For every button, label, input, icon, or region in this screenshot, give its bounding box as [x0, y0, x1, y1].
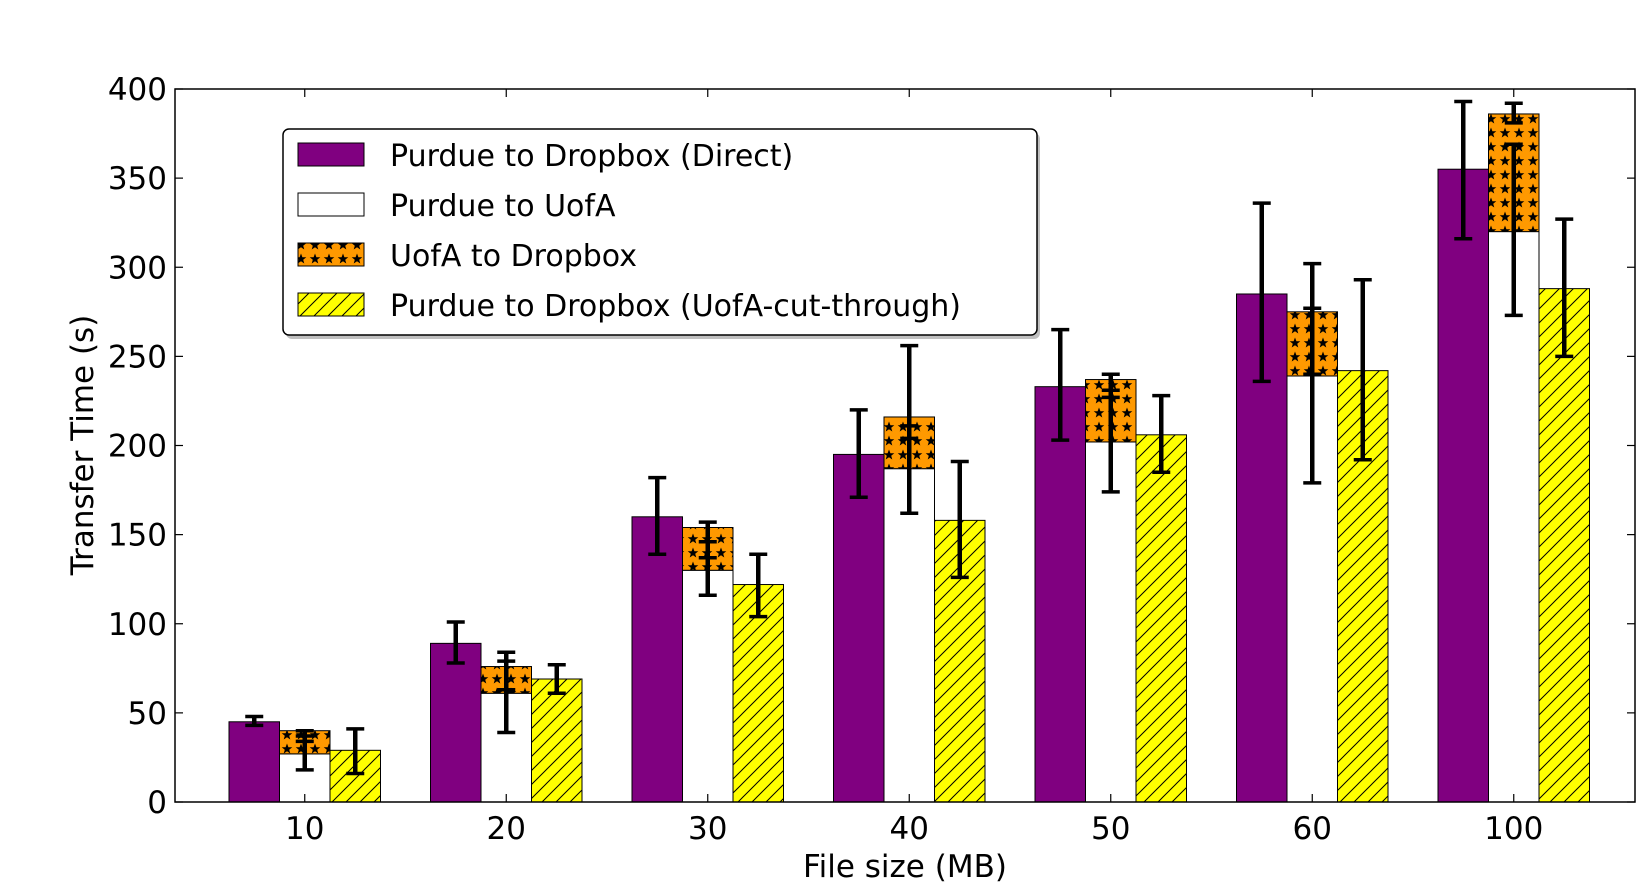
y-tick-label: 100	[108, 607, 167, 643]
errorbar-direct	[245, 714, 264, 728]
x-tick-label: 100	[1484, 811, 1543, 847]
bar-direct	[631, 516, 683, 803]
bar-direct	[228, 721, 280, 803]
errorbar-purdue-uofa	[1504, 142, 1523, 318]
errorbar-cut-through	[1555, 217, 1574, 359]
errorbar-direct	[1051, 327, 1070, 442]
legend: Purdue to Dropbox (Direct) Purdue to Uof…	[282, 128, 1040, 339]
legend-swatch-uofa-dropbox	[297, 242, 365, 267]
y-axis-ticks: 0 50 100 150 200 250 300 350 400	[108, 72, 1635, 821]
errorbar-uofa-dropbox	[900, 343, 919, 441]
x-axis-ticks: 10 20 30 40 50 60 100	[285, 89, 1543, 847]
errorbar-uofa-dropbox	[1504, 101, 1523, 125]
legend-label-cut-through: Purdue to Dropbox (UofA-cut-through)	[390, 289, 961, 324]
legend-label-direct: Purdue to Dropbox (Direct)	[390, 139, 793, 174]
x-tick-label: 50	[1091, 811, 1130, 847]
legend-box	[282, 128, 1038, 336]
errorbar-cut-through	[749, 552, 768, 619]
errorbar-direct	[1252, 201, 1271, 384]
x-tick-label: 30	[688, 811, 727, 847]
x-tick-label: 40	[890, 811, 929, 847]
errorbar-direct	[849, 408, 868, 499]
x-axis-label: File size (MB)	[803, 849, 1007, 885]
errorbar-cut-through	[1152, 393, 1171, 474]
legend-swatch-cut-through	[297, 292, 365, 317]
legend-label-uofa-dropbox: UofA to Dropbox	[390, 239, 637, 274]
bar-purdue-uofa	[883, 468, 935, 803]
errorbar-direct	[648, 475, 667, 556]
y-tick-label: 350	[108, 161, 167, 197]
y-tick-label: 200	[108, 429, 167, 465]
y-tick-label: 400	[108, 72, 167, 108]
x-tick-label: 10	[285, 811, 324, 847]
errorbar-uofa-dropbox	[295, 728, 314, 744]
errorbar-uofa-dropbox	[698, 520, 717, 560]
bar-direct	[833, 453, 885, 803]
errorbar-uofa-dropbox	[1303, 261, 1322, 376]
bar-direct	[1034, 386, 1086, 803]
legend-swatch-direct	[297, 142, 365, 167]
errorbar-uofa-dropbox	[497, 659, 516, 692]
errorbar-cut-through	[547, 662, 566, 696]
bar-cut-through	[531, 678, 583, 803]
y-tick-label: 250	[108, 339, 167, 375]
x-tick-label: 60	[1293, 811, 1332, 847]
errorbar-uofa-dropbox	[1101, 372, 1120, 400]
errorbar-cut-through	[950, 459, 969, 580]
bar-purdue-uofa	[1085, 441, 1137, 803]
errorbar-direct	[446, 620, 465, 665]
errorbar-direct	[1454, 99, 1473, 241]
errorbar-cut-through	[346, 727, 365, 776]
bar-direct	[430, 642, 482, 803]
bar-direct	[1437, 168, 1489, 803]
bar-purdue-uofa	[682, 569, 734, 803]
legend-label-purdue-uofa: Purdue to UofA	[390, 189, 616, 224]
bar-cut-through	[1135, 434, 1187, 803]
legend-swatch-purdue-uofa	[297, 192, 365, 217]
bar-cut-through	[1538, 288, 1590, 803]
y-tick-label: 300	[108, 250, 167, 286]
x-tick-label: 20	[487, 811, 526, 847]
errorbar-cut-through	[1353, 277, 1372, 462]
y-tick-label: 150	[108, 518, 167, 554]
y-axis-label: Transfer Time (s)	[65, 315, 101, 577]
bar-purdue-uofa	[1488, 231, 1540, 803]
y-tick-label: 50	[128, 696, 167, 732]
y-tick-label: 0	[147, 785, 167, 821]
plot-area	[228, 99, 1590, 803]
